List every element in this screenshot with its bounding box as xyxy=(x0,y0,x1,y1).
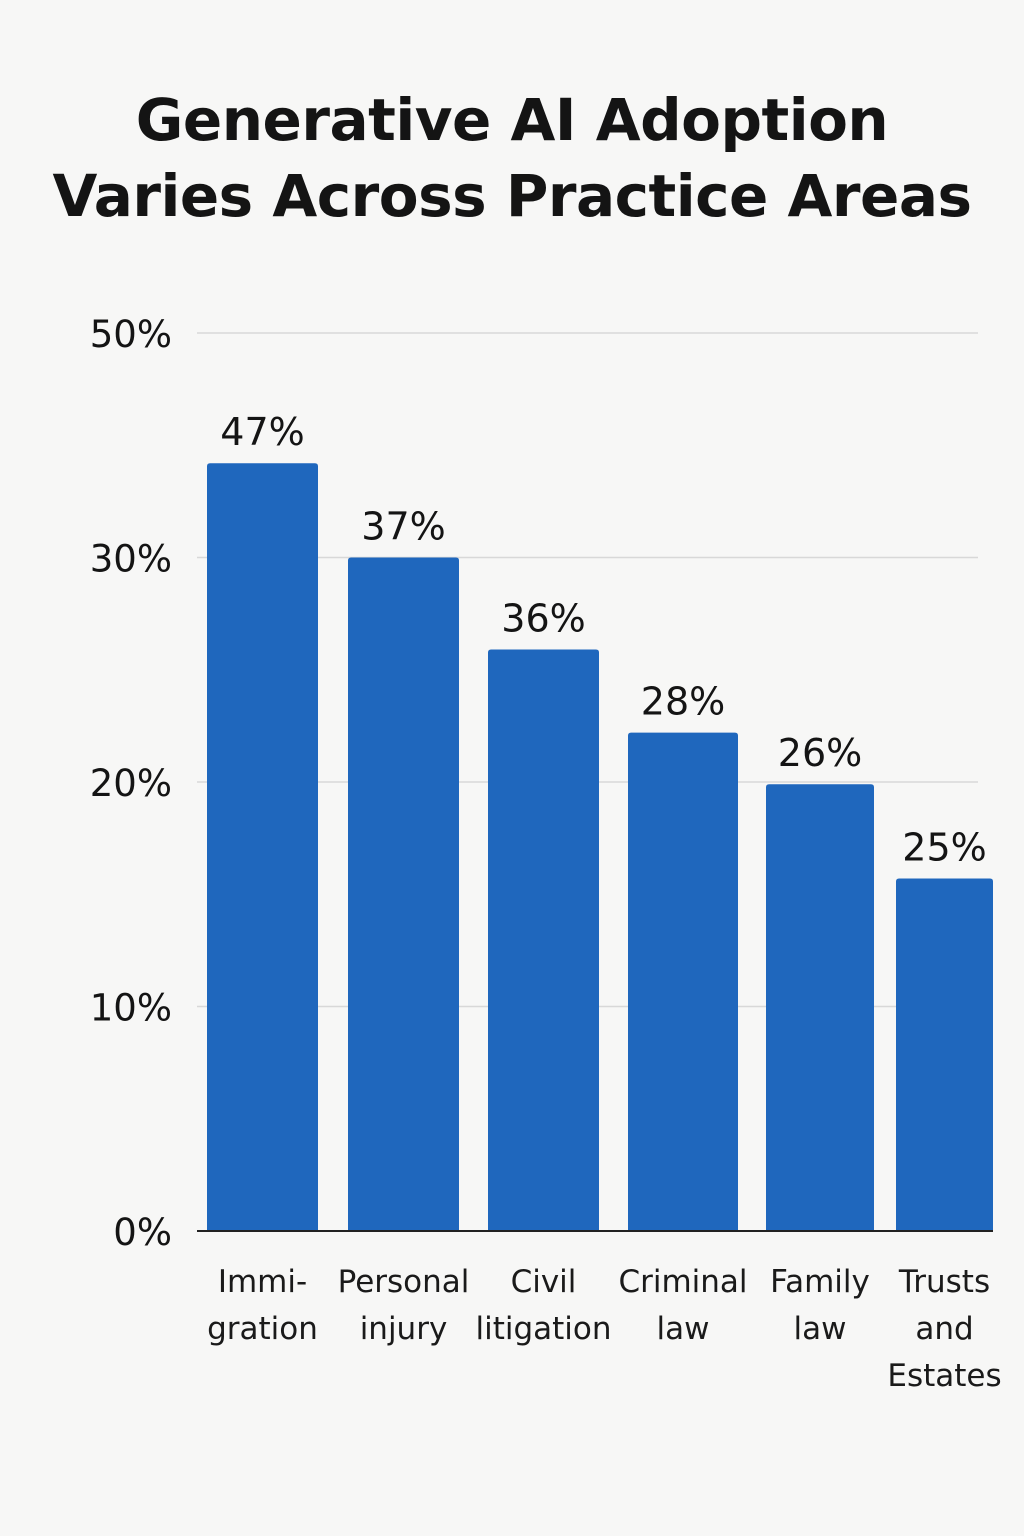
x-tick-label-line: and xyxy=(915,1311,973,1347)
x-tick-label-line: Civil xyxy=(511,1264,577,1300)
x-tick-label-line: gration xyxy=(207,1311,318,1347)
chart-title-line-2: Varies Across Practice Areas xyxy=(52,162,972,230)
x-tick-label: Criminal law xyxy=(618,1264,747,1347)
bar xyxy=(896,878,993,1231)
bar xyxy=(207,463,318,1232)
x-tick-label: Trusts and Estates xyxy=(887,1264,1001,1394)
bar xyxy=(488,649,599,1231)
x-tick-label: Personal injury xyxy=(338,1264,470,1347)
chart-title: Generative AI Adoption Varies Across Pra… xyxy=(0,82,1024,234)
y-tick-label: 0% xyxy=(113,1211,172,1254)
x-tick-label-line: litigation xyxy=(475,1311,611,1347)
x-tick-label-line: Immi- xyxy=(218,1264,307,1300)
bar xyxy=(628,732,738,1231)
x-tick-label-line: Trusts xyxy=(898,1264,990,1300)
bar xyxy=(348,557,459,1231)
x-tick-label-line: law xyxy=(794,1311,847,1347)
data-label: 47% xyxy=(220,410,304,454)
y-tick-label: 20% xyxy=(90,762,172,805)
y-tick-label: 10% xyxy=(90,987,172,1030)
x-tick-label: Civil litigation xyxy=(475,1264,611,1347)
data-label: 26% xyxy=(778,731,862,775)
data-label: 25% xyxy=(902,826,986,870)
y-tick-label: 30% xyxy=(90,538,172,581)
data-label: 28% xyxy=(641,680,725,724)
data-label: 37% xyxy=(361,505,445,549)
x-tick-label-line: Estates xyxy=(887,1358,1001,1394)
data-label: 36% xyxy=(501,597,585,641)
y-tick-label: 50% xyxy=(90,313,172,356)
x-tick-label-line: injury xyxy=(360,1311,448,1347)
x-tick-label-line: Criminal xyxy=(618,1264,747,1300)
x-tick-label: Family law xyxy=(770,1264,870,1347)
bar xyxy=(766,784,874,1231)
x-tick-label-line: Family xyxy=(770,1264,870,1300)
chart-title-line-1: Generative AI Adoption xyxy=(135,86,889,154)
x-tick-label: Immi-gration xyxy=(207,1264,318,1347)
x-tick-label-line: Personal xyxy=(338,1264,470,1300)
x-tick-label-line: law xyxy=(657,1311,710,1347)
